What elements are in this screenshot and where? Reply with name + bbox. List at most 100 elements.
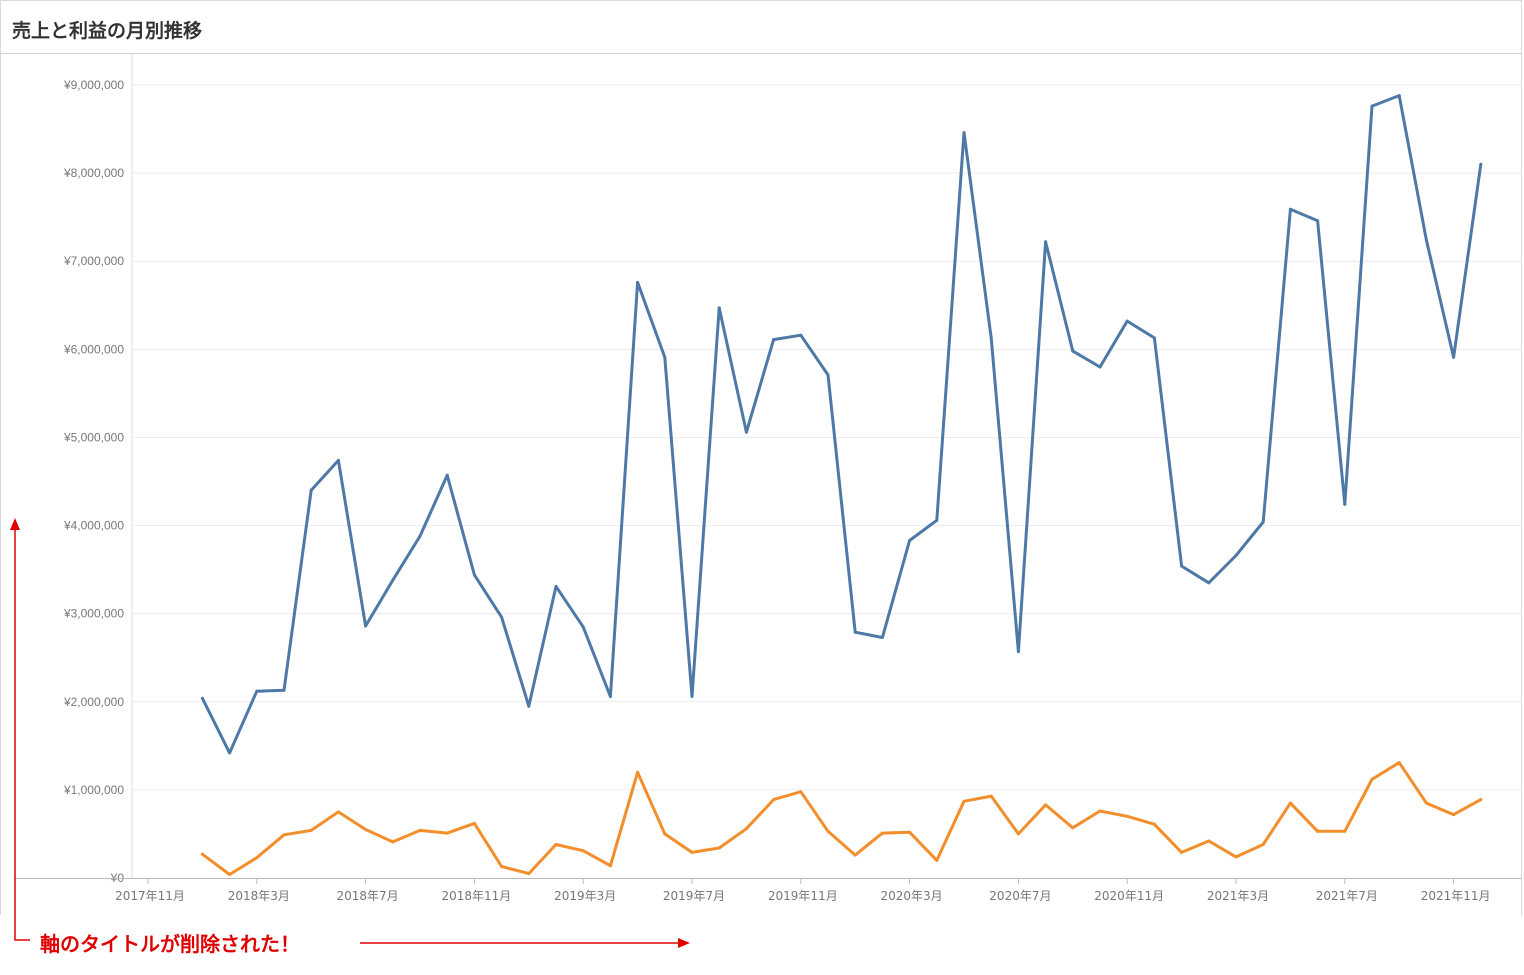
data-point <box>1234 554 1238 557</box>
data-point <box>935 518 939 522</box>
y-tick-label: ¥4,000,000 <box>63 519 124 533</box>
data-point <box>772 798 776 802</box>
data-point <box>1071 349 1075 353</box>
data-point <box>1180 850 1184 854</box>
data-point <box>1370 777 1374 781</box>
data-point <box>554 584 558 588</box>
data-point <box>853 630 857 634</box>
data-point <box>527 704 531 708</box>
data-point <box>445 831 449 835</box>
x-tick-label: 2019年3月 <box>554 889 616 903</box>
x-tick-label: 2021年7月 <box>1316 889 1378 903</box>
data-point <box>853 853 857 857</box>
data-point <box>636 770 640 774</box>
data-point <box>1044 803 1048 807</box>
data-point <box>1261 843 1265 846</box>
data-point <box>799 333 803 337</box>
x-tick-label: 2017年11月 <box>115 889 185 903</box>
data-point <box>880 636 884 639</box>
y-tick-label: ¥1,000,000 <box>63 783 124 797</box>
data-point <box>935 858 939 862</box>
data-point <box>1180 564 1184 568</box>
data-point <box>799 790 803 794</box>
data-point <box>255 689 259 693</box>
data-point <box>500 865 504 868</box>
data-point <box>309 828 313 832</box>
data-point <box>1261 520 1265 524</box>
data-point <box>1424 238 1428 242</box>
data-point <box>1479 798 1483 802</box>
data-point <box>717 846 721 850</box>
y-tick-label: ¥8,000,000 <box>63 166 124 180</box>
data-point <box>1343 502 1347 506</box>
data-point <box>581 625 585 629</box>
data-point <box>309 488 313 492</box>
x-tick-label: 2018年3月 <box>228 889 290 903</box>
sales-line <box>200 94 1483 755</box>
data-point <box>472 821 476 825</box>
data-point <box>744 827 748 831</box>
data-point <box>744 430 748 434</box>
x-tick-label: 2020年7月 <box>989 889 1051 903</box>
data-point <box>962 131 966 135</box>
data-point <box>1234 855 1238 859</box>
data-point <box>228 873 232 876</box>
data-point <box>1370 104 1374 108</box>
annotation-text: 軸のタイトルが削除された！ <box>40 932 300 956</box>
data-point <box>826 373 830 377</box>
x-tick-label: 2021年3月 <box>1207 889 1269 903</box>
data-point <box>1397 94 1401 98</box>
data-point <box>636 280 640 284</box>
data-point <box>364 828 368 831</box>
data-point <box>663 355 667 359</box>
annotation-arrowhead-right <box>678 938 690 948</box>
x-tick-label: 2019年7月 <box>663 889 725 903</box>
data-point <box>1016 650 1020 654</box>
data-point <box>336 458 340 462</box>
y-tick-label: ¥2,000,000 <box>63 695 124 709</box>
data-point <box>364 624 368 628</box>
data-point <box>1152 822 1156 826</box>
data-point <box>228 751 232 755</box>
data-point <box>282 833 286 837</box>
gridlines <box>132 84 1522 791</box>
data-point <box>472 573 476 577</box>
y-tick-label: ¥5,000,000 <box>63 430 124 444</box>
data-point <box>1288 207 1292 211</box>
y-axis: ¥0¥1,000,000¥2,000,000¥3,000,000¥4,000,0… <box>14 54 1522 885</box>
profit-line <box>200 761 1483 876</box>
data-point <box>1424 801 1428 805</box>
y-tick-label: ¥6,000,000 <box>63 342 124 356</box>
x-tick-label: 2020年11月 <box>1094 889 1164 903</box>
data-point <box>962 799 966 803</box>
annotation-arrowhead-up <box>10 518 20 530</box>
data-point <box>500 615 504 619</box>
data-point <box>1125 814 1129 818</box>
data-point <box>1207 581 1211 585</box>
chart-frame <box>0 0 1522 915</box>
data-point <box>690 695 694 698</box>
data-point <box>989 794 993 798</box>
data-point <box>336 810 340 814</box>
y-tick-label: ¥7,000,000 <box>63 254 124 268</box>
data-point <box>391 578 395 582</box>
x-tick-label: 2019年11月 <box>768 889 838 903</box>
data-point <box>826 829 830 833</box>
data-point <box>1044 240 1048 244</box>
data-point <box>989 336 993 340</box>
data-point <box>200 852 204 856</box>
data-point <box>391 840 395 844</box>
data-point <box>1071 826 1075 830</box>
annotation-vertical-arrow <box>14 530 30 941</box>
x-axis: 2017年11月 2018年3月 2018年7月 2018年11月 2019年3月 201… <box>115 879 1491 903</box>
data-point <box>1316 829 1320 833</box>
data-point <box>445 473 449 477</box>
data-point <box>1479 162 1483 166</box>
data-point <box>908 830 912 834</box>
data-point <box>1316 219 1320 223</box>
x-tick-label: 2018年7月 <box>337 889 399 903</box>
data-point <box>908 539 912 542</box>
data-point <box>1125 319 1129 323</box>
data-point <box>1452 813 1456 817</box>
